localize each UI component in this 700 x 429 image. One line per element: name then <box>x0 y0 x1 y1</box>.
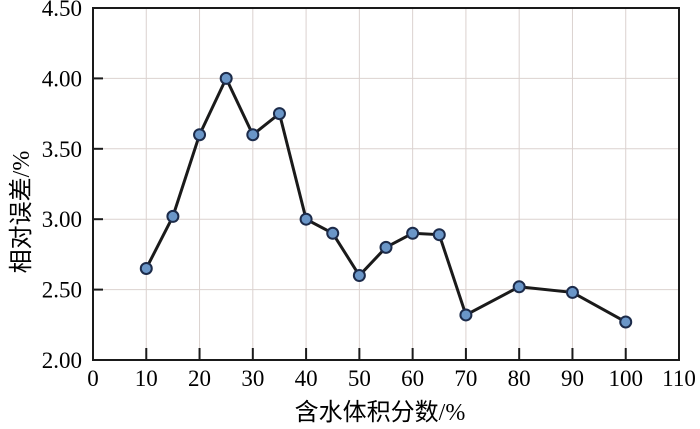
data-point-marker <box>379 240 393 254</box>
x-tick-label: 0 <box>87 366 99 391</box>
y-tick-label: 4.00 <box>42 66 82 91</box>
data-point-marker <box>193 128 207 142</box>
gridlines <box>93 8 679 360</box>
data-point-marker <box>219 71 233 85</box>
data-point-marker <box>166 209 180 223</box>
data-point-marker <box>432 228 446 242</box>
x-tick-label: 70 <box>454 366 477 391</box>
data-point-marker <box>619 315 633 329</box>
data-point-marker <box>246 128 260 142</box>
x-tick-label: 110 <box>662 366 696 391</box>
y-tick-label: 4.50 <box>42 0 82 21</box>
x-axis-title: 含水体积分数/% <box>295 399 466 426</box>
x-tick-label: 10 <box>135 366 158 391</box>
data-point-marker <box>459 308 473 322</box>
data-point-marker <box>565 285 579 299</box>
data-series <box>139 71 633 329</box>
y-axis-title: 相对误差/% <box>8 151 35 274</box>
x-tick-label: 90 <box>561 366 584 391</box>
x-tick-label: 60 <box>401 366 424 391</box>
y-tick-label: 3.50 <box>42 137 82 162</box>
data-point-marker <box>352 269 366 283</box>
y-tick-label: 2.50 <box>42 278 82 303</box>
x-tick-label: 20 <box>188 366 211 391</box>
y-tick-labels: 2.00 2.50 3.00 3.50 4.00 4.50 <box>42 0 82 373</box>
y-tick-label: 3.00 <box>42 207 82 232</box>
data-point-marker <box>299 212 313 226</box>
x-tick-label: 80 <box>508 366 531 391</box>
axis-ticks <box>93 77 627 360</box>
y-tick-label: 2.00 <box>42 348 82 373</box>
plot-border <box>92 7 680 361</box>
data-point-marker <box>512 280 526 294</box>
data-series-line <box>144 74 628 324</box>
x-tick-label: 50 <box>348 366 371 391</box>
x-tick-labels: 0 10 20 30 40 50 60 70 80 90 100 110 <box>87 366 696 391</box>
data-point-marker <box>406 226 420 240</box>
x-tick-label: 100 <box>608 366 643 391</box>
data-point-marker <box>139 261 153 275</box>
data-point-marker <box>272 107 286 121</box>
x-tick-label: 30 <box>241 366 264 391</box>
data-point-marker <box>326 226 340 240</box>
x-tick-label: 40 <box>295 366 318 391</box>
